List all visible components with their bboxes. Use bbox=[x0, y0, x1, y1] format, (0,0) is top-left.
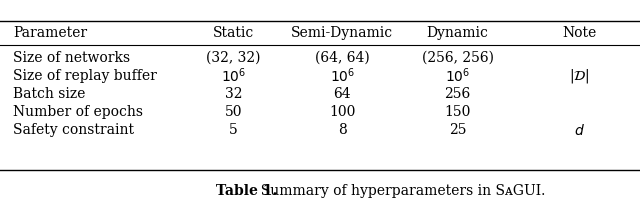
Text: 150: 150 bbox=[444, 105, 471, 119]
Text: Size of replay buffer: Size of replay buffer bbox=[13, 69, 157, 83]
Text: Static: Static bbox=[213, 26, 254, 40]
Text: Parameter: Parameter bbox=[13, 26, 87, 40]
Text: 8: 8 bbox=[338, 123, 347, 137]
Text: Dynamic: Dynamic bbox=[427, 26, 488, 40]
Text: 100: 100 bbox=[329, 105, 356, 119]
Text: Safety constraint: Safety constraint bbox=[13, 123, 134, 137]
Text: 5: 5 bbox=[229, 123, 238, 137]
Text: $10^6$: $10^6$ bbox=[445, 66, 470, 85]
Text: (32, 32): (32, 32) bbox=[206, 50, 261, 65]
Text: Semi-Dynamic: Semi-Dynamic bbox=[291, 26, 394, 40]
Text: Table 1.: Table 1. bbox=[216, 184, 278, 198]
Text: 25: 25 bbox=[449, 123, 467, 137]
Text: Number of epochs: Number of epochs bbox=[13, 105, 143, 119]
Text: (64, 64): (64, 64) bbox=[315, 50, 370, 65]
Text: 256: 256 bbox=[444, 87, 471, 101]
Text: Size of networks: Size of networks bbox=[13, 50, 130, 65]
Text: Note: Note bbox=[562, 26, 596, 40]
Text: 50: 50 bbox=[225, 105, 243, 119]
Text: Batch size: Batch size bbox=[13, 87, 85, 101]
Text: $10^6$: $10^6$ bbox=[330, 66, 355, 85]
Text: 64: 64 bbox=[333, 87, 351, 101]
Text: 32: 32 bbox=[225, 87, 243, 101]
Text: $10^6$: $10^6$ bbox=[221, 66, 246, 85]
Text: (256, 256): (256, 256) bbox=[422, 50, 493, 65]
Text: $|\mathcal{D}|$: $|\mathcal{D}|$ bbox=[569, 67, 589, 85]
Text: Summary of hyperparameters in SᴀGUI.: Summary of hyperparameters in SᴀGUI. bbox=[252, 184, 545, 198]
Text: $d$: $d$ bbox=[574, 123, 584, 138]
